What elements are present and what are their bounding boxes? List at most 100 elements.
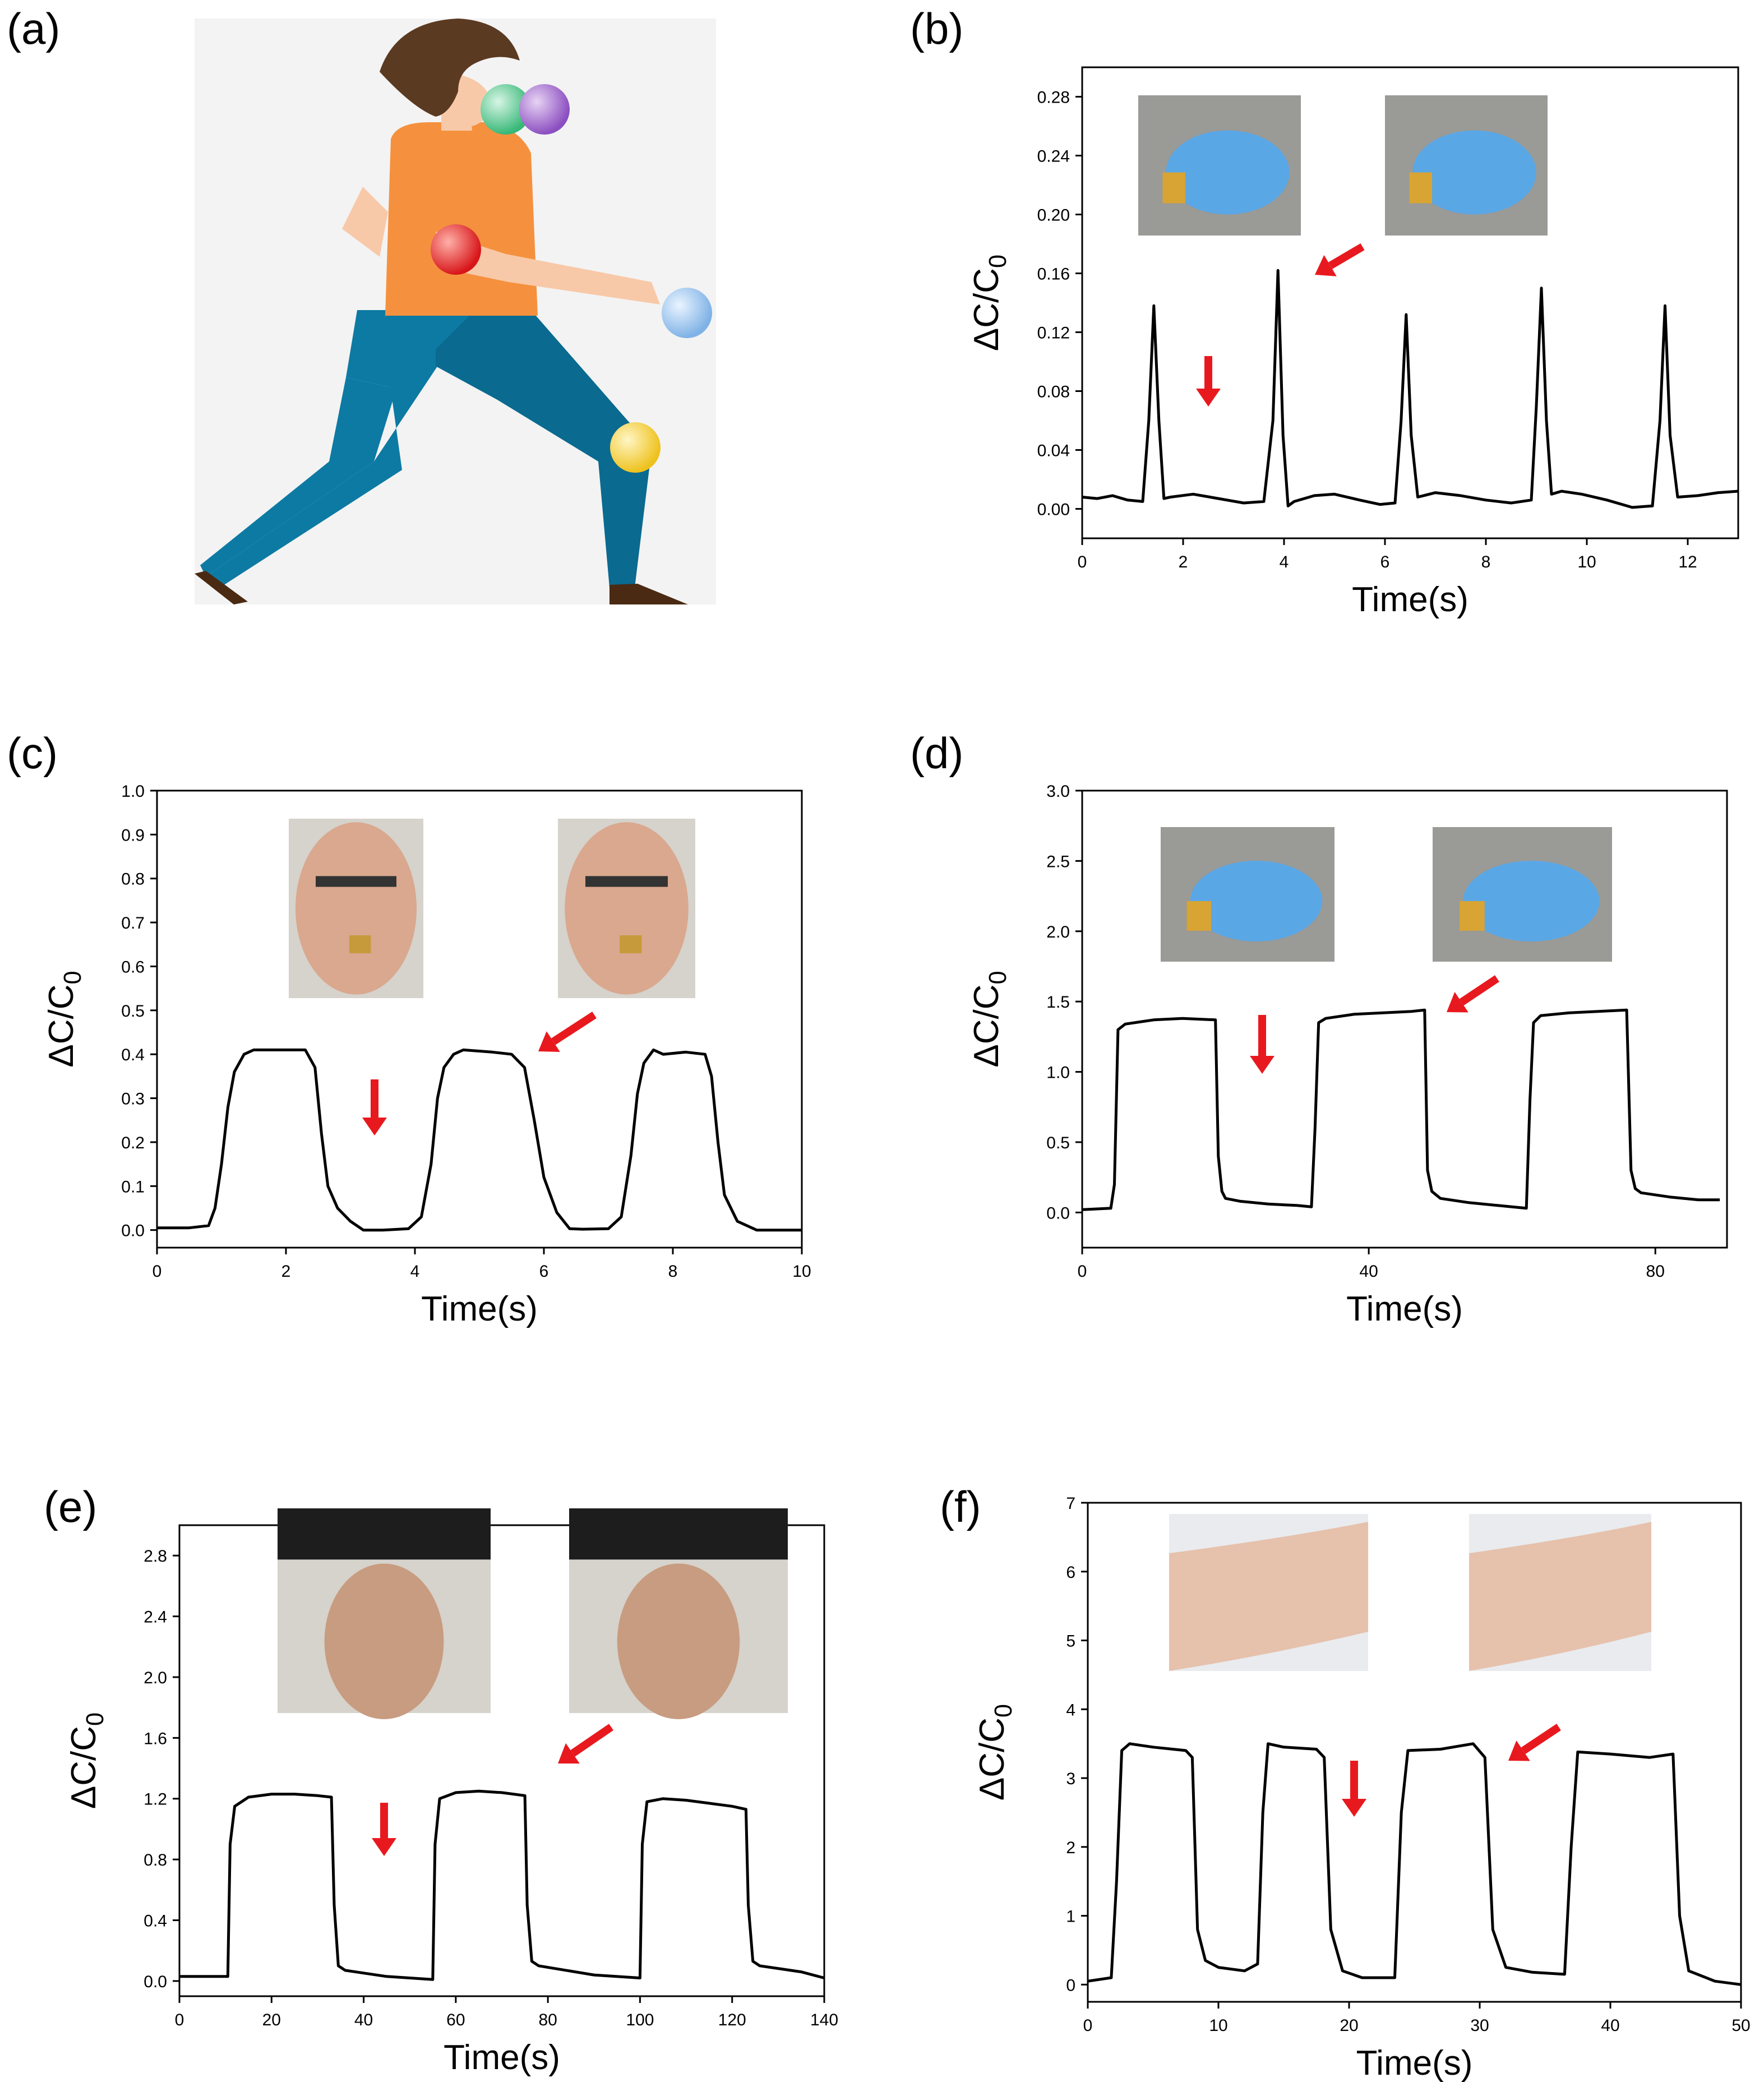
- x-axis-label-e: Time(s): [444, 2038, 560, 2077]
- y-tick-label-f-7: 7: [1066, 1494, 1075, 1513]
- y-tick-label-d-2: 1.0: [1046, 1064, 1070, 1082]
- y-tick-label-b-5: 0.20: [1037, 206, 1070, 225]
- y-axis-label-d: ΔC/C0: [967, 971, 1012, 1067]
- chart-e: 0 20 40 60 80 100 120 140 0.0 0.4 0.8 1.2 1.6 2.0 2.4 2…: [64, 1508, 838, 2077]
- back-leg-lower: [200, 377, 396, 576]
- y-tick-label-c-4: 0.4: [121, 1046, 145, 1064]
- down-arrow-b: [1196, 356, 1221, 407]
- back-shoe: [195, 571, 248, 604]
- y-tick-label-c-2: 0.2: [121, 1134, 145, 1152]
- x-tick-label-b-2: 4: [1280, 553, 1289, 571]
- y-tick-label-d-3: 1.5: [1046, 993, 1070, 1012]
- inset-photo-f-2: [1469, 1514, 1651, 1671]
- x-tick-label-e-4: 80: [538, 2011, 557, 2029]
- x-tick-label-b-5: 10: [1577, 553, 1596, 571]
- front-shoe: [609, 584, 688, 604]
- y-tick-label-c-3: 0.3: [121, 1090, 145, 1109]
- x-tick-label-e-2: 40: [354, 2011, 373, 2029]
- y-tick-label-b-0: 0.00: [1037, 501, 1070, 519]
- torso-shirt: [385, 122, 538, 316]
- y-tick-label-b-3: 0.12: [1037, 324, 1070, 343]
- x-tick-label-d-2: 80: [1646, 1262, 1665, 1281]
- x-tick-label-e-0: 0: [175, 2011, 184, 2029]
- y-tick-label-e-7: 2.8: [144, 1547, 167, 1566]
- inset-photo-d-1: [1161, 827, 1334, 962]
- data-trace-b-0: [1082, 269, 1739, 509]
- data-trace-e-0: [179, 1789, 825, 1981]
- chart-panel-f: 0 10 20 30 40 50 0 1 2 3 4 5 6 7 Time(s) ΔC/C0: [973, 1486, 1764, 2082]
- plot-frame-c: [156, 790, 803, 1249]
- inset-photo-c-1: [289, 819, 423, 998]
- down-arrow-c: [362, 1079, 387, 1135]
- x-tick-label-c-5: 10: [792, 1262, 811, 1281]
- y-tick-label-c-10: 1.0: [121, 782, 145, 801]
- sphere-red: [431, 224, 481, 275]
- sphere-green: [481, 84, 531, 135]
- y-tick-label-b-4: 0.16: [1037, 265, 1070, 284]
- x-tick-label-c-2: 4: [410, 1262, 420, 1281]
- y-tick-label-b-6: 0.24: [1037, 147, 1070, 166]
- y-tick-label-e-3: 1.2: [144, 1790, 167, 1809]
- y-tick-label-c-9: 0.9: [121, 826, 145, 844]
- data-trace-c-0: [157, 1048, 802, 1232]
- panel-label-f: (f): [940, 1482, 981, 1531]
- back-leg-upper: [346, 310, 475, 389]
- chart-panel-c: 0 2 4 6 8 10 0.0 0.1 0.2 0.3 0.4 0.5 0.6 0.7 0.8 0.9 1.0…: [34, 757, 844, 1368]
- y-tick-label-b-2: 0.08: [1037, 383, 1070, 401]
- x-tick-label-b-3: 6: [1380, 553, 1390, 571]
- x-axis-label-d: Time(s): [1346, 1290, 1463, 1328]
- data-trace-f-0: [1087, 1742, 1742, 1986]
- y-tick-label-c-8: 0.8: [121, 870, 145, 889]
- y-tick-label-c-6: 0.6: [121, 958, 145, 976]
- x-axis-label-c: Time(s): [421, 1290, 538, 1328]
- x-tick-label-e-7: 140: [810, 2011, 838, 2029]
- inset-photo-f-1: [1169, 1514, 1368, 1671]
- chart-panel-b: 0 2 4 6 8 10 12 0.00 0.04 0.08 0.12 0.16 0.20 0.24 0.2…: [953, 34, 1764, 628]
- y-tick-label-f-2: 2: [1066, 1839, 1075, 1857]
- x-tick-label-f-0: 0: [1083, 2016, 1093, 2035]
- inset-photo-c-2: [558, 819, 695, 998]
- down-arrow-e: [372, 1803, 396, 1856]
- panel-label-a: (a): [7, 4, 61, 53]
- front-leg: [436, 310, 653, 588]
- x-tick-label-c-0: 0: [153, 1262, 162, 1281]
- diagonal-arrow-d: [1447, 975, 1499, 1013]
- chart-panel-e: 0 20 40 60 80 100 120 140 0.0 0.4 0.8 1.2 1.6 2.0 2.4 2…: [64, 1486, 852, 2082]
- y-tick-label-f-6: 6: [1066, 1563, 1075, 1582]
- panel-label-d: (d): [910, 728, 964, 778]
- x-tick-label-e-6: 120: [718, 2011, 746, 2029]
- plot-frame-b: [1081, 66, 1739, 539]
- inset-photo-b-2: [1385, 95, 1548, 236]
- sphere-blue: [662, 288, 712, 338]
- diagonal-arrow-e: [558, 1724, 613, 1764]
- y-tick-label-f-3: 3: [1066, 1770, 1075, 1788]
- down-arrow-f: [1342, 1761, 1366, 1817]
- panel-label-c: (c): [7, 728, 58, 778]
- x-tick-label-d-1: 40: [1359, 1262, 1378, 1281]
- walking-person-illustration: [195, 19, 716, 604]
- y-axis-label-f: ΔC/C0: [973, 1704, 1017, 1801]
- y-tick-label-d-6: 3.0: [1046, 782, 1070, 801]
- x-tick-label-c-4: 8: [668, 1262, 678, 1281]
- plot-frame-f: [1087, 1502, 1742, 2003]
- chart-c: 0 2 4 6 8 10 0.0 0.1 0.2 0.3 0.4 0.5 0.6 0.7 0.8 0.9 1.0…: [42, 782, 811, 1328]
- x-tick-label-f-3: 30: [1470, 2016, 1489, 2035]
- y-tick-label-f-5: 5: [1066, 1632, 1075, 1651]
- x-tick-label-b-6: 12: [1678, 553, 1697, 571]
- y-tick-label-e-0: 0.0: [144, 1973, 167, 1991]
- y-axis-label-c: ΔC/C0: [42, 971, 86, 1067]
- panel-label-e: (e): [44, 1482, 98, 1531]
- plot-frame-e: [178, 1524, 825, 1997]
- y-tick-label-d-5: 2.5: [1046, 852, 1070, 871]
- diagonal-arrow-b: [1315, 243, 1365, 276]
- front-arm: [436, 232, 660, 304]
- diagonal-arrow-f: [1508, 1724, 1561, 1761]
- hair: [380, 19, 520, 117]
- x-axis-label-f: Time(s): [1356, 2044, 1473, 2082]
- y-tick-label-e-2: 0.8: [144, 1851, 167, 1869]
- x-tick-label-c-3: 6: [539, 1262, 549, 1281]
- x-tick-label-d-0: 0: [1078, 1262, 1087, 1281]
- inset-photo-e-1: [278, 1508, 491, 1719]
- data-trace-d-0: [1082, 1008, 1720, 1211]
- y-tick-label-c-5: 0.5: [121, 1002, 145, 1021]
